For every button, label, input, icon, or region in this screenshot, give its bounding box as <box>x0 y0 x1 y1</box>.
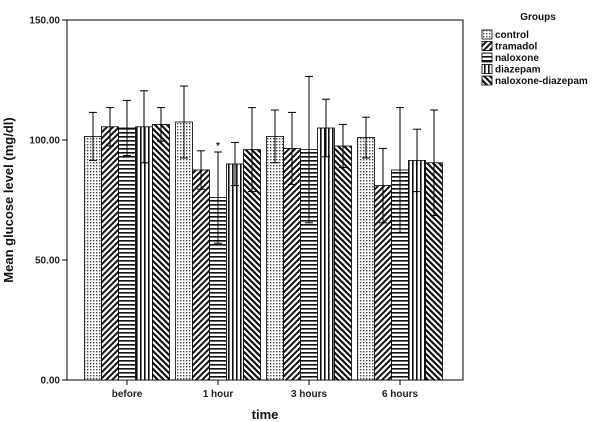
axis-ticks-group: 0.00 50.00 100.00 150.00 before 1 hour 3 hours… <box>29 16 418 401</box>
x-tick-label: before <box>112 389 143 400</box>
legend-label: naloxone <box>495 53 539 64</box>
x-axis-title: time <box>252 407 279 422</box>
bar <box>101 126 119 381</box>
y-tick-label: 100.00 <box>29 136 60 147</box>
legend-label: tramadol <box>495 42 537 53</box>
bar <box>226 163 244 381</box>
bar <box>135 126 153 381</box>
legend-swatch <box>481 52 493 63</box>
y-tick-label: 0.00 <box>41 376 61 387</box>
y-tick-label: 50.00 <box>35 256 60 267</box>
legend-title: Groups <box>520 12 556 23</box>
bar <box>334 145 352 381</box>
bar <box>266 135 284 381</box>
legend-label: diazepam <box>495 65 541 76</box>
x-tick-label: 1 hour <box>203 389 234 400</box>
bar <box>118 127 136 381</box>
significance-marker: * <box>216 141 220 152</box>
error-bars-group: * <box>89 75 438 244</box>
y-axis-title: Mean glucose level (mg/dl) <box>1 117 16 282</box>
bar <box>357 137 375 381</box>
bar <box>192 169 210 381</box>
legend: Groups controltramadolnaloxonediazepamna… <box>481 12 588 87</box>
legend-swatch <box>481 41 493 51</box>
bar <box>175 121 193 381</box>
legend-label: control <box>495 30 529 41</box>
bar <box>408 159 426 381</box>
legend-label: naloxone-diazepam <box>495 76 588 87</box>
legend-swatch <box>481 29 493 40</box>
bar <box>317 127 335 381</box>
bar <box>84 135 102 381</box>
x-tick-label: 6 hours <box>382 389 419 400</box>
bar <box>152 124 170 381</box>
legend-swatch <box>481 64 493 74</box>
legend-swatch <box>481 75 493 86</box>
bars-group <box>84 121 443 381</box>
x-tick-label: 3 hours <box>291 389 328 400</box>
y-tick-label: 150.00 <box>29 16 60 27</box>
